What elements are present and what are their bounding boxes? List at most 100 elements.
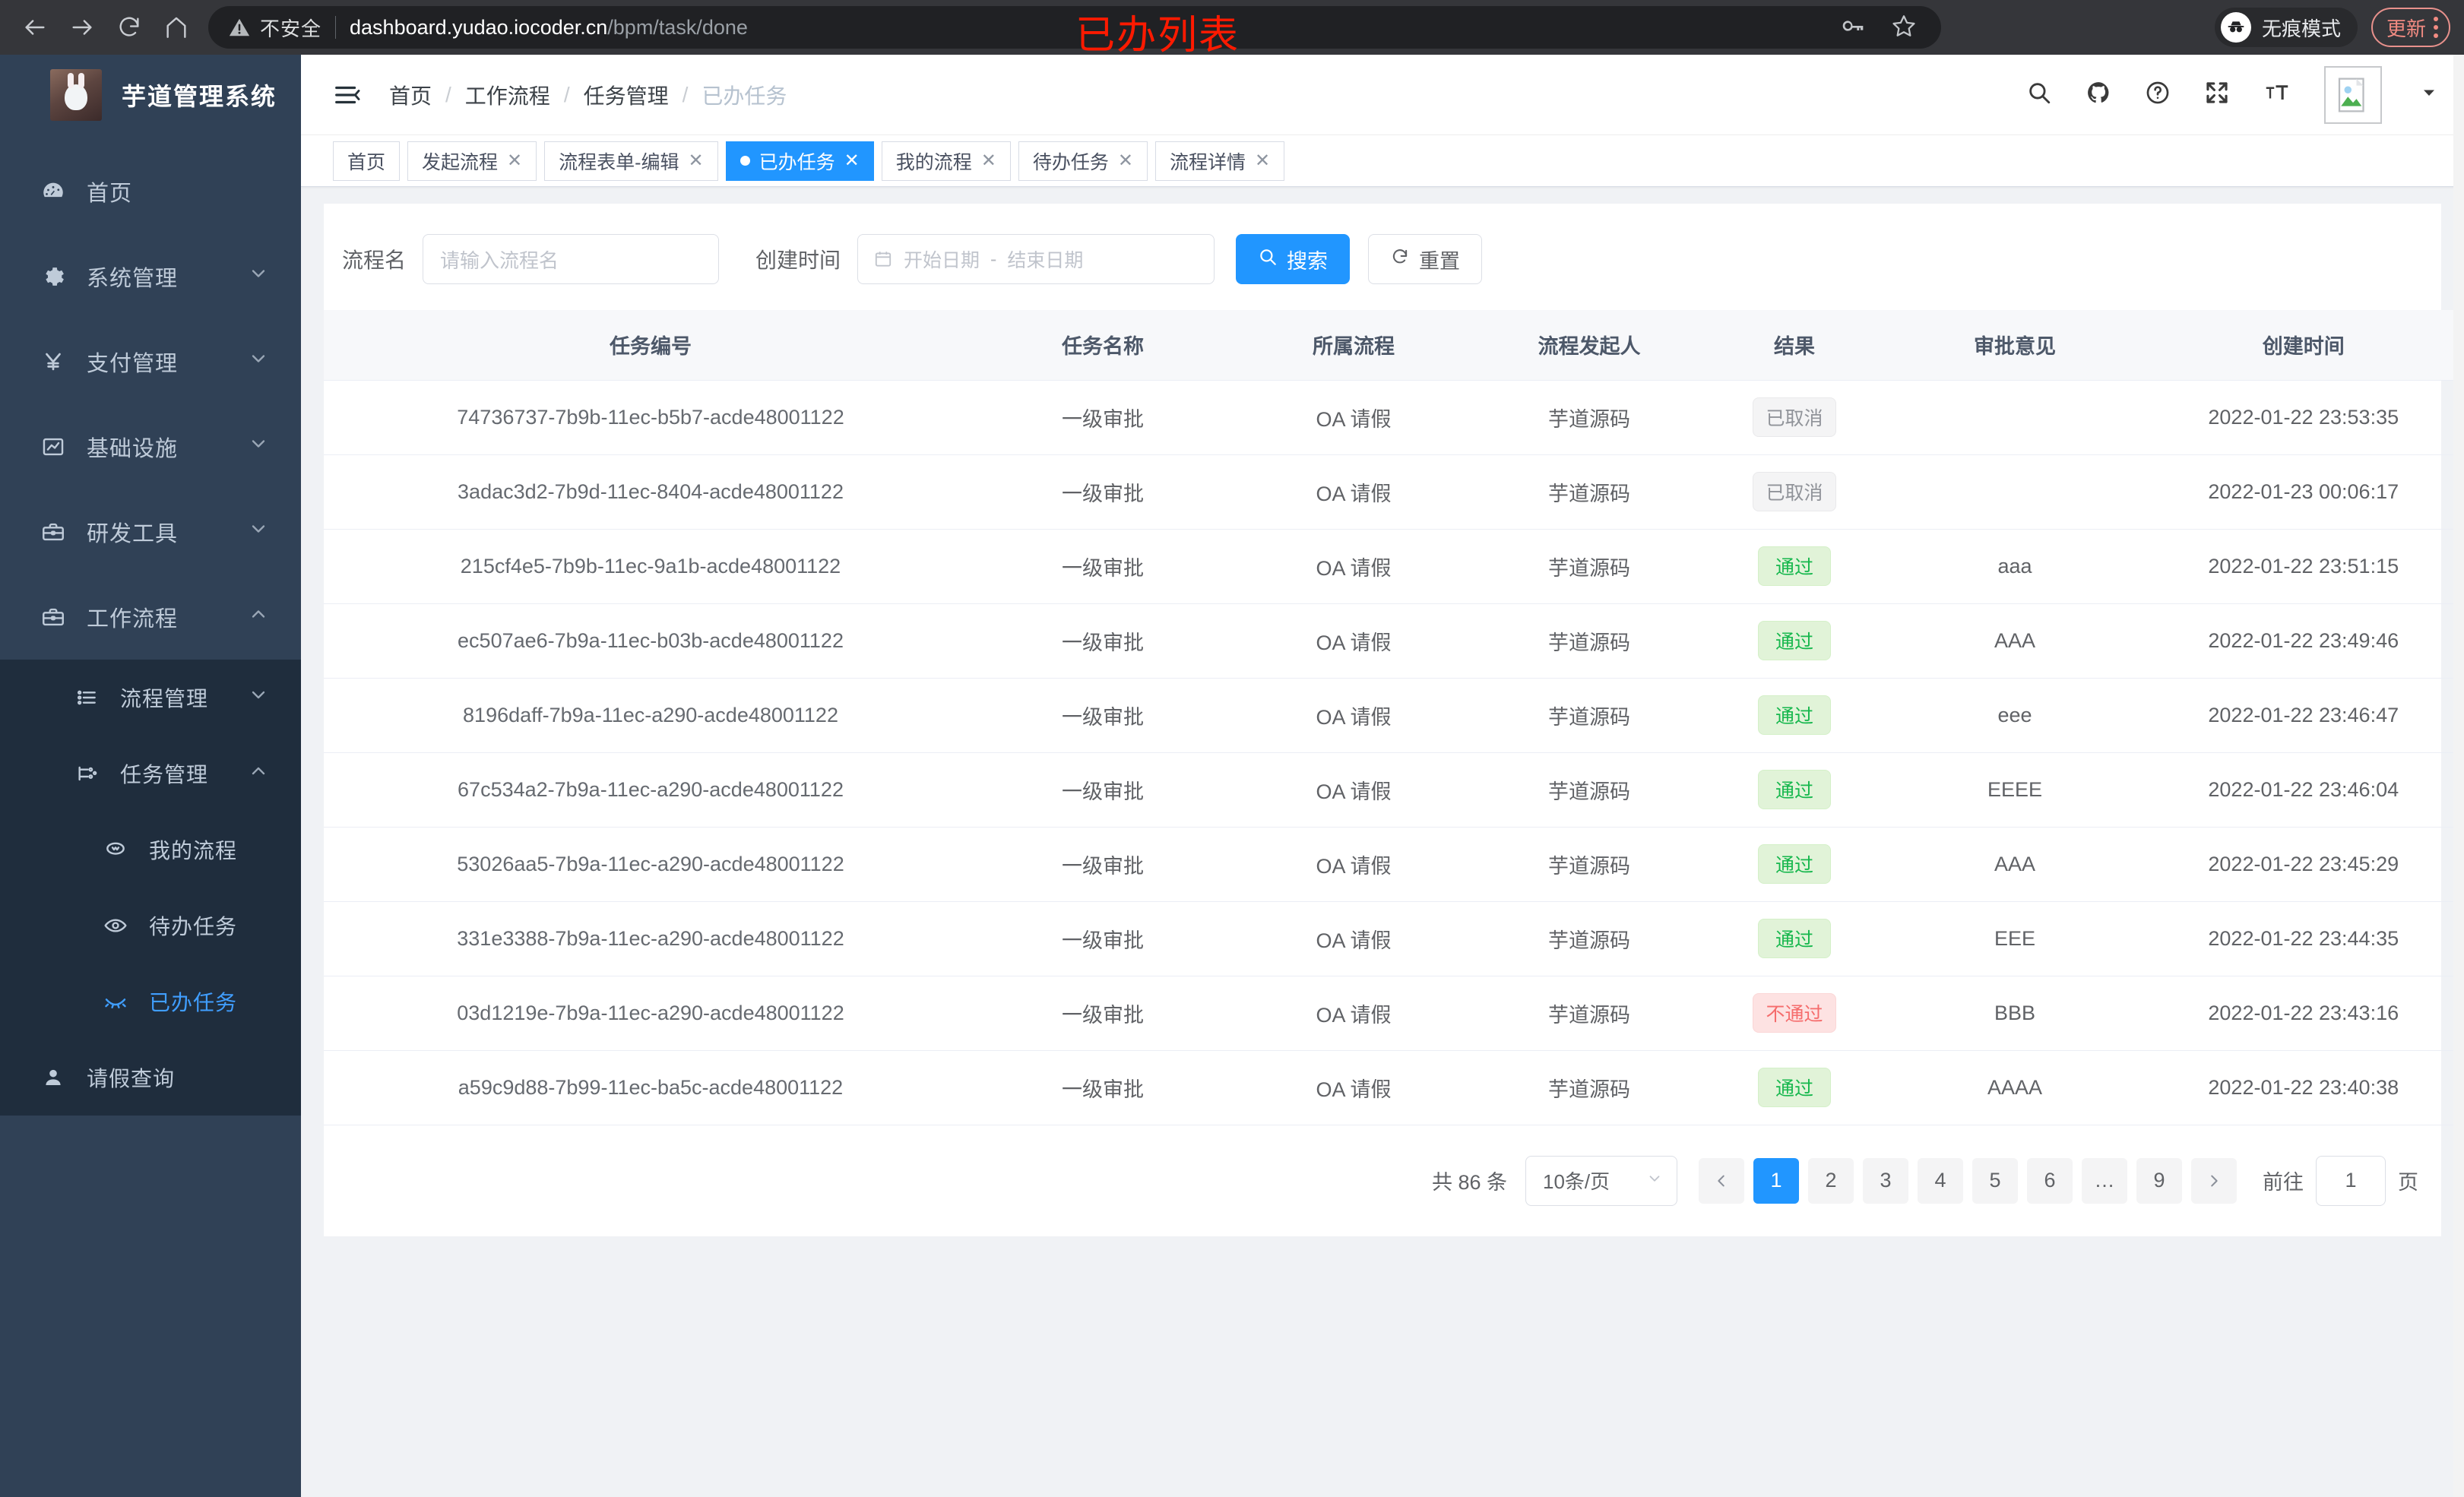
caret-down-icon[interactable] xyxy=(2420,84,2438,106)
search-button[interactable]: 搜索 xyxy=(1236,234,1351,284)
breadcrumb-item-home[interactable]: 首页 xyxy=(389,84,432,108)
hamburger-icon[interactable] xyxy=(333,81,362,109)
back-arrow-icon[interactable] xyxy=(14,6,56,49)
cell-opinion: aaa xyxy=(1889,529,2140,604)
font-size-icon[interactable] xyxy=(2263,79,2291,110)
sidebar-item-system[interactable]: 系统管理 xyxy=(0,234,301,319)
cell-task-id: a59c9d88-7b99-11ec-ba5c-acde48001122 xyxy=(324,1050,977,1125)
pagination-ellipsis[interactable]: … xyxy=(2082,1157,2127,1204)
pagination-page-9[interactable]: 9 xyxy=(2136,1157,2182,1204)
reload-icon[interactable] xyxy=(108,6,150,49)
cell-process: OA 请假 xyxy=(1228,901,1479,976)
github-icon[interactable] xyxy=(2086,80,2111,109)
tab-my-process[interactable]: 我的流程 ✕ xyxy=(881,141,1011,181)
table-row[interactable]: 331e3388-7b9a-11ec-a290-acde48001122 一级审… xyxy=(324,901,2464,976)
sidebar-item-done-task[interactable]: 已办任务 xyxy=(0,964,301,1040)
page-size-select[interactable]: 10条/页 xyxy=(1525,1155,1677,1206)
tab-process-detail[interactable]: 流程详情 ✕ xyxy=(1154,141,1285,181)
tab-home[interactable]: 首页 xyxy=(333,141,401,181)
pagination-prev-button[interactable] xyxy=(1699,1157,1744,1204)
pagination-page-6[interactable]: 6 xyxy=(2027,1157,2073,1204)
page-scrollbar[interactable] xyxy=(2453,55,2464,1497)
table-row[interactable]: 8196daff-7b9a-11ec-a290-acde48001122 一级审… xyxy=(324,678,2464,753)
cell-result: 通过 xyxy=(1699,678,1889,753)
process-name-input[interactable]: 请输入流程名 xyxy=(423,234,720,284)
tab-process-form-edit[interactable]: 流程表单-编辑 ✕ xyxy=(544,141,718,181)
pagination-total: 共 86 条 xyxy=(1431,1171,1507,1194)
table-row[interactable]: 67c534a2-7b9a-11ec-a290-acde48001122 一级审… xyxy=(324,752,2464,828)
sidebar-item-infrastructure[interactable]: 基础设施 xyxy=(0,404,301,489)
table-row[interactable]: 53026aa5-7b9a-11ec-a290-acde48001122 一级审… xyxy=(324,827,2464,902)
close-icon[interactable]: ✕ xyxy=(1117,150,1133,171)
sidebar-item-task-management[interactable]: 任务管理 xyxy=(0,736,301,812)
pagination-goto-input[interactable]: 1 xyxy=(2316,1155,2386,1206)
reset-button[interactable]: 重置 xyxy=(1368,234,1483,284)
table-row[interactable]: a59c9d88-7b99-11ec-ba5c-acde48001122 一级审… xyxy=(324,1050,2464,1125)
sidebar-item-devtools[interactable]: 研发工具 xyxy=(0,489,301,574)
sidebar-item-todo-task[interactable]: 待办任务 xyxy=(0,888,301,964)
pagination-page-5[interactable]: 5 xyxy=(1972,1157,2018,1204)
incognito-indicator[interactable]: 无痕模式 xyxy=(2214,8,2358,47)
tab-start-process[interactable]: 发起流程 ✕ xyxy=(407,141,537,181)
brand[interactable]: 芋道管理系统 xyxy=(0,55,301,135)
tab-done-task[interactable]: 已办任务 ✕ xyxy=(725,141,874,181)
sidebar-item-home[interactable]: 首页 xyxy=(0,149,301,234)
sidebar-item-label: 待办任务 xyxy=(149,915,238,938)
close-icon[interactable]: ✕ xyxy=(1254,150,1271,171)
sidebar-item-leave-query[interactable]: 请假查询 xyxy=(0,1040,301,1116)
fullscreen-icon[interactable] xyxy=(2204,80,2230,109)
pagination-page-4[interactable]: 4 xyxy=(1918,1157,1963,1204)
avatar[interactable] xyxy=(2324,65,2382,124)
pagination-next-button[interactable] xyxy=(2191,1157,2237,1204)
pagination-goto-label: 前往 xyxy=(2263,1171,2304,1194)
breadcrumb-separator: / xyxy=(682,82,689,106)
table-row[interactable]: 74736737-7b9b-11ec-b5b7-acde48001122 一级审… xyxy=(324,380,2464,455)
help-circle-icon[interactable] xyxy=(2145,80,2171,109)
key-icon[interactable] xyxy=(1841,14,1865,42)
address-bar[interactable]: 不安全 dashboard.yudao.iocoder.cn/bpm/task/… xyxy=(208,6,1941,49)
cell-task-id: 53026aa5-7b9a-11ec-a290-acde48001122 xyxy=(324,827,977,902)
incognito-icon xyxy=(2220,12,2251,43)
process-name-label: 流程名 xyxy=(342,248,407,272)
navbar-actions xyxy=(2026,65,2438,124)
pagination-page-2[interactable]: 2 xyxy=(1808,1157,1854,1204)
table-row[interactable]: 3adac3d2-7b9d-11ec-8404-acde48001122 一级审… xyxy=(324,454,2464,530)
chrome-menu-icon[interactable] xyxy=(2434,17,2438,38)
breadcrumb-item-task-management[interactable]: 任务管理 xyxy=(583,84,669,108)
create-time-daterange[interactable]: 开始日期 - 结束日期 xyxy=(857,234,1215,284)
status-badge: 已取消 xyxy=(1753,397,1836,437)
chevron-down-icon xyxy=(248,263,269,290)
cell-process: OA 请假 xyxy=(1228,827,1479,902)
forward-arrow-icon[interactable] xyxy=(61,6,103,49)
sidebar-item-workflow[interactable]: 工作流程 xyxy=(0,574,301,660)
pagination-page-3[interactable]: 3 xyxy=(1863,1157,1908,1204)
sidebar-item-label: 支付管理 xyxy=(87,352,179,376)
omnibox-actions xyxy=(1841,13,1921,43)
pagination-page-1[interactable]: 1 xyxy=(1753,1157,1799,1204)
sidebar-item-payment[interactable]: 支付管理 xyxy=(0,319,301,404)
sidebar-item-my-process[interactable]: 我的流程 xyxy=(0,812,301,888)
breadcrumb-item-workflow[interactable]: 工作流程 xyxy=(464,84,550,108)
table-row[interactable]: 03d1219e-7b9a-11ec-a290-acde48001122 一级审… xyxy=(324,976,2464,1051)
home-icon[interactable] xyxy=(155,6,198,49)
table-row[interactable]: ec507ae6-7b9a-11ec-b03b-acde48001122 一级审… xyxy=(324,603,2464,679)
tab-todo-task[interactable]: 待办任务 ✕ xyxy=(1018,141,1148,181)
eye-icon xyxy=(94,913,137,938)
update-button[interactable]: 更新 xyxy=(2371,8,2450,47)
table-row[interactable]: 215cf4e5-7b9b-11ec-9a1b-acde48001122 一级审… xyxy=(324,529,2464,604)
search-icon[interactable] xyxy=(2026,80,2052,109)
close-icon[interactable]: ✕ xyxy=(980,150,996,171)
column-header-created-time: 创建时间 xyxy=(2140,310,2464,381)
cell-created-time: 2022-01-22 23:51:15 xyxy=(2140,529,2464,604)
start-date-placeholder: 开始日期 xyxy=(904,250,980,271)
sidebar-menu: 首页 系统管理 支付管理 xyxy=(0,135,301,1116)
close-icon[interactable]: ✕ xyxy=(507,150,523,171)
star-icon[interactable] xyxy=(1891,13,1917,43)
status-badge: 通过 xyxy=(1758,695,1831,735)
sidebar-item-label: 研发工具 xyxy=(87,522,179,546)
close-icon[interactable]: ✕ xyxy=(844,150,860,171)
close-icon[interactable]: ✕ xyxy=(688,150,704,171)
tabs-bar: 首页 发起流程 ✕ 流程表单-编辑 ✕ 已办任务 ✕ 我的流程 ✕ 待办任务 ✕ xyxy=(301,135,2464,187)
sidebar-item-process-management[interactable]: 流程管理 xyxy=(0,660,301,736)
message-icon xyxy=(94,837,137,862)
